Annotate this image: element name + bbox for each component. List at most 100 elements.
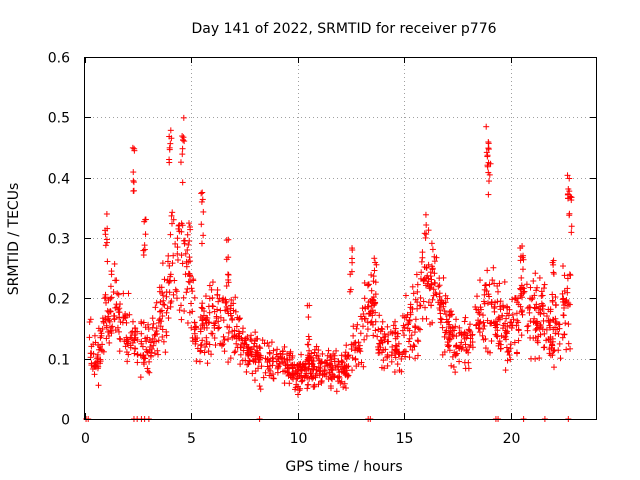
data-point [512,295,519,302]
data-point [177,159,184,166]
data-point [322,359,329,366]
data-point [214,291,221,298]
data-point [169,209,176,216]
data-point [227,310,234,317]
data-point [502,367,509,374]
data-point [340,366,347,373]
data-point [417,326,424,333]
data-point [180,237,187,244]
data-point [86,334,93,341]
data-point [497,298,504,305]
data-point [450,363,457,370]
data-point [99,315,106,322]
data-point [495,288,502,295]
data-point [527,334,534,341]
data-point [457,343,464,350]
data-point [372,259,379,266]
data-point [410,290,417,297]
data-point [402,292,409,299]
data-point [103,299,110,306]
data-point [549,259,556,266]
data-point [531,304,538,311]
data-point [394,333,401,340]
y-tick-label: 0.5 [48,111,70,127]
data-point [273,358,280,365]
data-point [333,388,340,395]
data-point [215,298,222,305]
data-point [372,327,379,334]
data-point [483,123,490,130]
data-point [306,336,313,343]
data-point [518,309,525,316]
data-point [540,310,547,317]
data-point [184,285,191,292]
data-point [456,358,463,365]
data-point [340,384,347,391]
x-tick-label: 10 [290,431,308,447]
data-point [526,304,533,311]
data-point [533,318,540,325]
data-point [566,188,573,195]
data-point [108,271,115,278]
data-point [166,146,173,153]
data-point [298,351,305,358]
data-point [487,160,494,167]
data-point [348,341,355,348]
data-point [324,352,331,359]
data-point [168,212,175,219]
data-point [420,298,427,305]
data-point [466,327,473,334]
data-point [416,302,423,309]
data-point [171,277,178,284]
data-point [476,310,483,317]
data-point [164,258,171,265]
data-point [221,337,228,344]
data-point [186,270,193,277]
data-point [401,348,408,355]
data-point [507,356,514,363]
data-point [184,246,191,253]
data-point [102,227,109,234]
data-point [116,314,123,321]
data-point [186,309,193,316]
data-point [439,324,446,331]
data-point [305,361,312,368]
data-point [168,220,175,227]
data-point [543,326,550,333]
data-point [446,331,453,338]
data-point [189,288,196,295]
data-point [88,360,95,367]
data-point [91,371,98,378]
data-point [485,291,492,298]
data-point [414,288,421,295]
data-point [343,355,350,362]
data-point [192,324,199,331]
data-point [186,279,193,286]
data-point [536,303,543,310]
data-point [493,332,500,339]
data-point [103,211,110,218]
data-point [132,325,139,332]
data-point [358,359,365,366]
data-point [563,298,570,305]
data-point [294,363,301,370]
data-point [113,304,120,311]
data-point [444,339,451,346]
data-point [204,360,211,367]
data-point [406,335,413,342]
data-point [425,227,432,234]
data-point [162,349,169,356]
data-point [369,312,376,319]
data-point [270,347,277,354]
data-point [167,231,174,238]
y-tick-label: 0.4 [48,172,70,188]
data-point [551,347,558,354]
data-point [394,361,401,368]
data-point [229,315,236,322]
data-point [485,169,492,176]
data-point [321,368,328,375]
data-point [107,295,114,302]
data-point [368,287,375,294]
data-point [166,289,173,296]
data-point [370,332,377,339]
